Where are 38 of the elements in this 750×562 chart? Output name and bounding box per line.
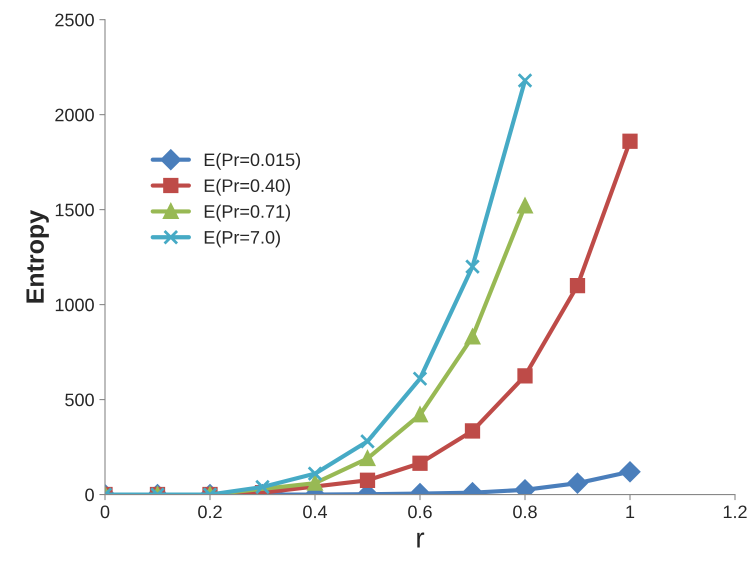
legend-label: E(Pr=0.71): [204, 204, 290, 222]
y-tick-label: 500: [65, 394, 94, 406]
point: [517, 72, 533, 88]
y-tick-label: 1000: [56, 298, 94, 312]
point: [517, 198, 533, 214]
point: [464, 258, 480, 274]
legend-label: E(Pr=7.0): [204, 230, 280, 248]
x-tick-label: 0: [100, 505, 110, 518]
point: [360, 472, 376, 488]
x-tick-label: 0.4: [303, 505, 328, 518]
point: [307, 476, 323, 491]
x-tick-label: 1.2: [724, 505, 747, 518]
point: [464, 423, 480, 439]
point: [360, 450, 376, 466]
legend-label: E(Pr=0.40): [204, 178, 290, 196]
point: [307, 466, 323, 482]
x-tick-label: 0.6: [408, 505, 432, 518]
y-tick-label: 2500: [55, 14, 94, 26]
point: [412, 371, 428, 386]
x-axis-title: r: [417, 532, 424, 548]
point: [567, 472, 588, 494]
y-tick-label: 1500: [56, 204, 94, 216]
point: [620, 462, 640, 482]
point: [254, 479, 270, 495]
point: [517, 368, 533, 384]
point: [570, 278, 586, 294]
x-tick-label: 0.8: [513, 505, 537, 518]
y-axis-title: Entropy: [26, 210, 49, 303]
x-tick-label: 0.2: [198, 505, 222, 518]
legend-label: E(Pr=0.015): [204, 152, 300, 170]
point: [412, 456, 428, 471]
point: [360, 434, 376, 450]
point: [622, 134, 638, 149]
point: [412, 407, 428, 422]
y-tick-label: 2000: [55, 108, 94, 122]
x-tick-label: 1: [626, 506, 634, 518]
point: [464, 329, 480, 345]
y-tick-label: 0: [85, 488, 94, 502]
